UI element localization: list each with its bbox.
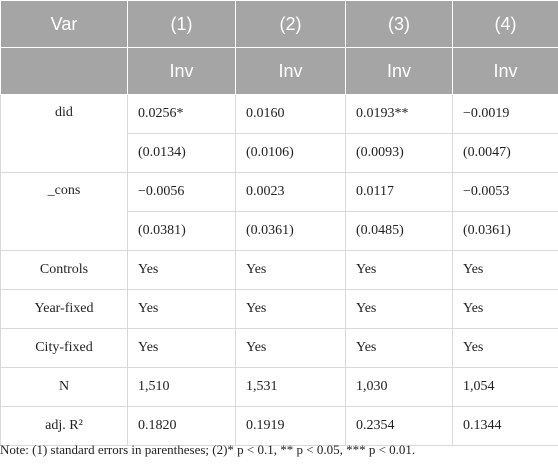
table-cell: 0.0256* [127, 94, 236, 134]
table-cell: (0.0134) [127, 133, 236, 173]
header-cell: (4) [452, 0, 558, 48]
table-row: did 0.0256* 0.0160 0.0193** −0.0019 [0, 94, 558, 173]
table-cell: Yes [235, 250, 346, 290]
table-cell: (0.0093) [345, 133, 453, 173]
row-label: _cons [0, 172, 128, 251]
row-label: adj. R² [0, 406, 128, 446]
header-cell: Inv [127, 47, 236, 95]
table-cell: (0.0361) [235, 211, 346, 251]
table-cell: 1,531 [235, 367, 346, 407]
table-row: (0.0134) (0.0106) (0.0093) (0.0047) [1, 133, 558, 173]
header-cell: Inv [235, 47, 346, 95]
table-cell: (0.0106) [235, 133, 346, 173]
header-cell: (1) [127, 0, 236, 48]
table-cell: (0.0047) [452, 133, 558, 173]
table-cell: 0.0023 [235, 172, 346, 212]
table-row: Year-fixed Yes Yes Yes Yes [0, 289, 558, 329]
table-cell: Yes [345, 289, 453, 329]
table-cell: Yes [127, 328, 236, 368]
table-cell: 0.2354 [345, 406, 453, 446]
header-row: Inv Inv Inv Inv [0, 47, 558, 95]
header-cell: (2) [235, 0, 346, 48]
table-cell: Yes [452, 328, 558, 368]
table-cell: 0.0117 [345, 172, 453, 212]
header-cell: Inv [452, 47, 558, 95]
header-cell: Var [0, 0, 128, 48]
header-cell-empty [0, 47, 128, 95]
table-cell: Yes [127, 289, 236, 329]
table-row: N 1,510 1,531 1,030 1,054 [0, 367, 558, 407]
table-cell: 0.1820 [127, 406, 236, 446]
table-cell: 1,054 [452, 367, 558, 407]
regression-table: Var (1) (2) (3) (4) Inv Inv Inv Inv did 0.0256* 0.… [0, 0, 558, 446]
table-cell: (0.0381) [127, 211, 236, 251]
row-label: City-fixed [0, 328, 128, 368]
row-label: Year-fixed [0, 289, 128, 329]
table-note: Note: (1) standard errors in parentheses… [0, 442, 416, 457]
table-cell: −0.0053 [452, 172, 558, 212]
header-cell: Inv [345, 47, 453, 95]
table-cell: 0.0160 [235, 94, 346, 134]
table-cell: 1,030 [345, 367, 453, 407]
header-cell: (3) [345, 0, 453, 48]
table-cell: Yes [452, 289, 558, 329]
table-cell: Yes [127, 250, 236, 290]
table-cell: (0.0485) [345, 211, 453, 251]
table-cell: Yes [452, 250, 558, 290]
table-row: Controls Yes Yes Yes Yes [0, 250, 558, 290]
table-row: City-fixed Yes Yes Yes Yes [0, 328, 558, 368]
table-cell: 0.0193** [345, 94, 453, 134]
table-cell: Yes [235, 328, 346, 368]
table-cell: −0.0019 [452, 94, 558, 134]
header-row: Var (1) (2) (3) (4) [0, 0, 558, 48]
table-cell: Yes [235, 289, 346, 329]
table-cell: Yes [345, 250, 453, 290]
table-header: Var (1) (2) (3) (4) Inv Inv Inv Inv [0, 0, 558, 95]
table-cell: Yes [345, 328, 453, 368]
table-row: adj. R² 0.1820 0.1919 0.2354 0.1344 [0, 406, 558, 446]
table-row: _cons −0.0056 0.0023 0.0117 −0.0053 [0, 172, 558, 251]
table-cell: −0.0056 [127, 172, 236, 212]
table-cell: 1,510 [127, 367, 236, 407]
row-label: Controls [0, 250, 128, 290]
row-label: did [0, 94, 128, 173]
row-label: N [0, 367, 128, 407]
table-cell: (0.0361) [452, 211, 558, 251]
table-cell: 0.1344 [452, 406, 558, 446]
table-body: did 0.0256* 0.0160 0.0193** −0.0019 (0.0134)(… [0, 94, 558, 446]
table-cell: 0.1919 [235, 406, 346, 446]
table-row: (0.0381) (0.0361) (0.0485) (0.0361) [1, 211, 558, 251]
